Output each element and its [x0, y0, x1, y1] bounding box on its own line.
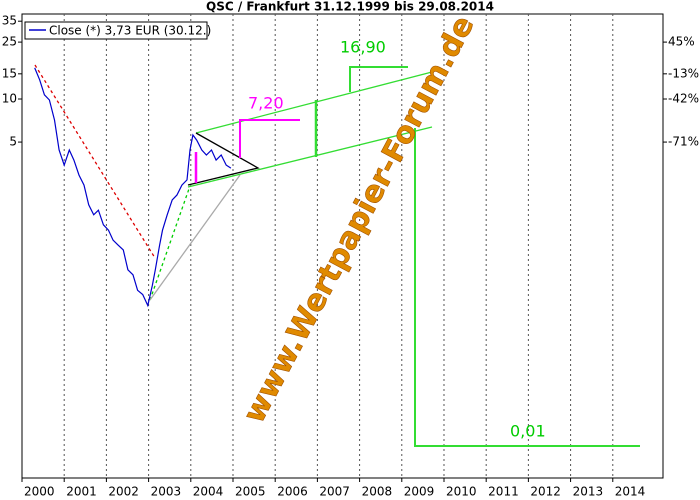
- channel-line: [195, 71, 433, 134]
- y2-tick-label: -42%: [668, 92, 699, 106]
- triangle: [187, 132, 260, 186]
- chart-title: QSC / Frankfurt 31.12.1999 bis 29.08.201…: [206, 0, 494, 14]
- x-tick-label: 2000: [24, 485, 55, 499]
- y-tick-label: 5: [9, 135, 17, 149]
- target-line: [414, 128, 640, 447]
- grid: [63, 14, 614, 478]
- target-line: [349, 66, 408, 92]
- x-tick-label: 2004: [193, 485, 224, 499]
- x-tick-label: 2013: [573, 485, 604, 499]
- series-line: [34, 67, 232, 308]
- x-tick-label: 2001: [66, 485, 97, 499]
- trend-line: [149, 174, 241, 301]
- x-tick-label: 2010: [446, 485, 477, 499]
- marks: [34, 67, 232, 308]
- legend: [24, 21, 208, 40]
- x-tick-label: 2009: [404, 485, 435, 499]
- target-line: [239, 119, 300, 158]
- y2-tick-label: -71%: [668, 135, 699, 149]
- annotation: 0,01: [510, 422, 546, 441]
- trend-line: [149, 185, 191, 301]
- y2-tick-label: 45%: [668, 35, 695, 49]
- y-tick-label: 10: [2, 92, 17, 106]
- plot-area: [21, 13, 664, 479]
- y2-tick-label: -13%: [668, 66, 699, 80]
- x-tick-label: 2012: [530, 485, 561, 499]
- x-tick-label: 2008: [362, 485, 393, 499]
- x-tick-label: 2006: [277, 485, 308, 499]
- y-tick-label: 15: [2, 66, 17, 80]
- x-tick-label: 2002: [108, 485, 139, 499]
- legend-label: Close (*) 3,73 EUR (30.12.): [49, 24, 211, 38]
- x-tick-label: 2011: [488, 485, 519, 499]
- trend-line: [34, 64, 156, 259]
- x-tick-label: 2005: [235, 485, 266, 499]
- x-tick-label: 2003: [151, 485, 182, 499]
- y-tick-label: 35: [2, 14, 17, 28]
- channel-line: [187, 126, 433, 188]
- y-tick-label: 25: [2, 35, 17, 49]
- x-tick-label: 2014: [615, 485, 646, 499]
- x-tick-label: 2007: [319, 485, 350, 499]
- annotation: 7,20: [248, 94, 284, 113]
- annotation: 16,90: [340, 38, 386, 57]
- drawings: [34, 64, 640, 447]
